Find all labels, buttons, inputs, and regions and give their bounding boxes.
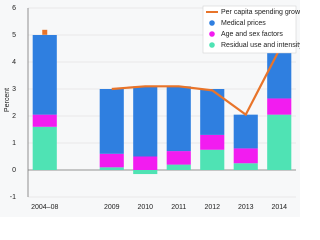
bar-segment	[133, 156, 158, 170]
bar-segment	[32, 35, 57, 115]
bar-segment	[233, 163, 258, 170]
x-tick-label: 2014	[271, 204, 287, 211]
y-tick-label: 4	[12, 59, 16, 66]
y-tick-label: 6	[12, 5, 16, 12]
bar-segment	[267, 98, 292, 115]
x-tick-label: 2011	[171, 204, 186, 211]
x-tick-label: 2009	[104, 204, 120, 211]
bar-segment	[32, 114, 57, 127]
legend-label: Medical prices	[221, 20, 266, 27]
y-tick-label: 3	[12, 86, 16, 93]
bar-segment	[267, 51, 292, 99]
bar-segment	[200, 134, 225, 150]
legend-swatch	[209, 20, 215, 26]
x-tick-label: 2012	[204, 204, 220, 211]
legend-label: Per capita spending growth	[221, 9, 300, 16]
x-tick-label: 2004–08	[31, 204, 58, 211]
bar-segment	[200, 149, 225, 170]
legend-box	[202, 5, 297, 54]
x-tick-label: 2010	[137, 204, 153, 211]
legend-label: Residual use and intensity	[221, 42, 300, 49]
y-axis-label: Percent	[4, 88, 11, 112]
bar-segment	[267, 114, 292, 170]
bar-segment	[166, 86, 191, 152]
bar-segment	[99, 89, 124, 154]
line	[111, 49, 281, 117]
y-tick-label: 0	[12, 167, 16, 174]
bar-segment	[99, 167, 124, 170]
legend-swatch	[209, 31, 215, 37]
y-tick-label: 5	[12, 32, 16, 39]
legend-swatch	[209, 42, 215, 48]
bar-segment	[233, 148, 258, 164]
legend-label: Age and sex factors	[221, 31, 283, 38]
line-point	[42, 29, 48, 35]
y-tick-label: 2	[12, 113, 16, 120]
x-tick-label: 2013	[238, 204, 254, 211]
bar-segment	[133, 86, 158, 157]
bar-segment	[166, 151, 191, 165]
y-tick-label: 1	[12, 140, 16, 147]
bar-segment	[233, 114, 258, 149]
bar-segment	[32, 126, 57, 170]
bar-segment	[166, 164, 191, 170]
bar-segment	[99, 153, 124, 168]
chart: Percent -1 0 1 2 3 4 5 6 2004–08 2009 2010 2011 2012…	[3, 4, 300, 211]
bar-segment	[133, 170, 158, 175]
y-tick-label: -1	[10, 194, 16, 201]
